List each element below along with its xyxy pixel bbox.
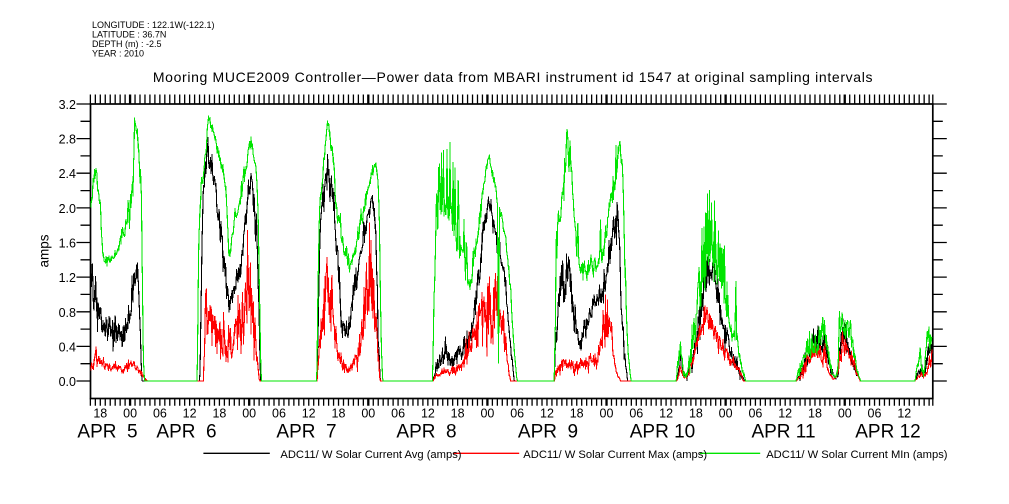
svg-text:2.4: 2.4 xyxy=(59,167,76,181)
svg-text:1.2: 1.2 xyxy=(59,271,76,285)
svg-text:1.6: 1.6 xyxy=(59,237,76,251)
svg-text:18: 18 xyxy=(808,407,822,421)
svg-text:APR 7: APR 7 xyxy=(276,422,336,443)
svg-text:ADC11/ W Solar Current Avg (am: ADC11/ W Solar Current Avg (amps) xyxy=(280,449,461,461)
svg-text:00: 00 xyxy=(242,407,256,421)
svg-text:0.4: 0.4 xyxy=(59,340,76,354)
svg-text:18: 18 xyxy=(212,407,226,421)
svg-text:12: 12 xyxy=(659,407,673,421)
svg-text:APR 5: APR 5 xyxy=(77,422,137,443)
svg-text:06: 06 xyxy=(629,407,643,421)
svg-text:06: 06 xyxy=(868,407,882,421)
svg-text:12: 12 xyxy=(778,407,792,421)
svg-text:amps: amps xyxy=(37,234,52,267)
svg-text:12: 12 xyxy=(421,407,435,421)
svg-text:12: 12 xyxy=(540,407,554,421)
svg-text:12: 12 xyxy=(897,407,911,421)
svg-text:06: 06 xyxy=(510,407,524,421)
svg-text:APR 8: APR 8 xyxy=(396,422,456,443)
svg-text:00: 00 xyxy=(838,407,852,421)
svg-text:00: 00 xyxy=(123,407,137,421)
svg-text:APR 6: APR 6 xyxy=(156,422,216,443)
svg-text:Mooring MUCE2009 Controller—Po: Mooring MUCE2009 Controller—Power data f… xyxy=(153,69,873,85)
svg-text:0.8: 0.8 xyxy=(59,306,76,320)
svg-text:APR 9: APR 9 xyxy=(518,422,578,443)
svg-text:06: 06 xyxy=(272,407,286,421)
svg-text:06: 06 xyxy=(153,407,167,421)
svg-text:ADC11/ W Solar Current Max (am: ADC11/ W Solar Current Max (amps) xyxy=(523,449,707,461)
svg-text:APR 11: APR 11 xyxy=(751,422,815,443)
svg-text:12: 12 xyxy=(302,407,316,421)
svg-text:APR 10: APR 10 xyxy=(630,422,695,443)
svg-text:YEAR : 2010: YEAR : 2010 xyxy=(92,49,144,59)
svg-text:APR 12: APR 12 xyxy=(855,422,920,443)
svg-text:18: 18 xyxy=(93,407,107,421)
svg-text:18: 18 xyxy=(332,407,346,421)
svg-text:18: 18 xyxy=(451,407,465,421)
svg-text:06: 06 xyxy=(391,407,405,421)
svg-text:00: 00 xyxy=(600,407,614,421)
svg-text:00: 00 xyxy=(719,407,733,421)
svg-text:06: 06 xyxy=(748,407,762,421)
svg-text:00: 00 xyxy=(480,407,494,421)
svg-text:18: 18 xyxy=(689,407,703,421)
svg-text:2.0: 2.0 xyxy=(59,202,76,216)
svg-text:18: 18 xyxy=(570,407,584,421)
svg-text:DEPTH (m) : -2.5: DEPTH (m) : -2.5 xyxy=(92,39,162,49)
svg-text:00: 00 xyxy=(361,407,375,421)
svg-text:0.0: 0.0 xyxy=(59,375,76,389)
svg-text:LATITUDE : 36.7N: LATITUDE : 36.7N xyxy=(92,30,166,40)
svg-text:2.8: 2.8 xyxy=(59,133,76,147)
svg-text:3.2: 3.2 xyxy=(59,98,76,112)
svg-text:ADC11/ W Solar Current MIn (am: ADC11/ W Solar Current MIn (amps) xyxy=(766,449,948,461)
svg-text:12: 12 xyxy=(183,407,197,421)
svg-text:LONGITUDE : 122.1W(-122.1): LONGITUDE : 122.1W(-122.1) xyxy=(92,20,215,30)
